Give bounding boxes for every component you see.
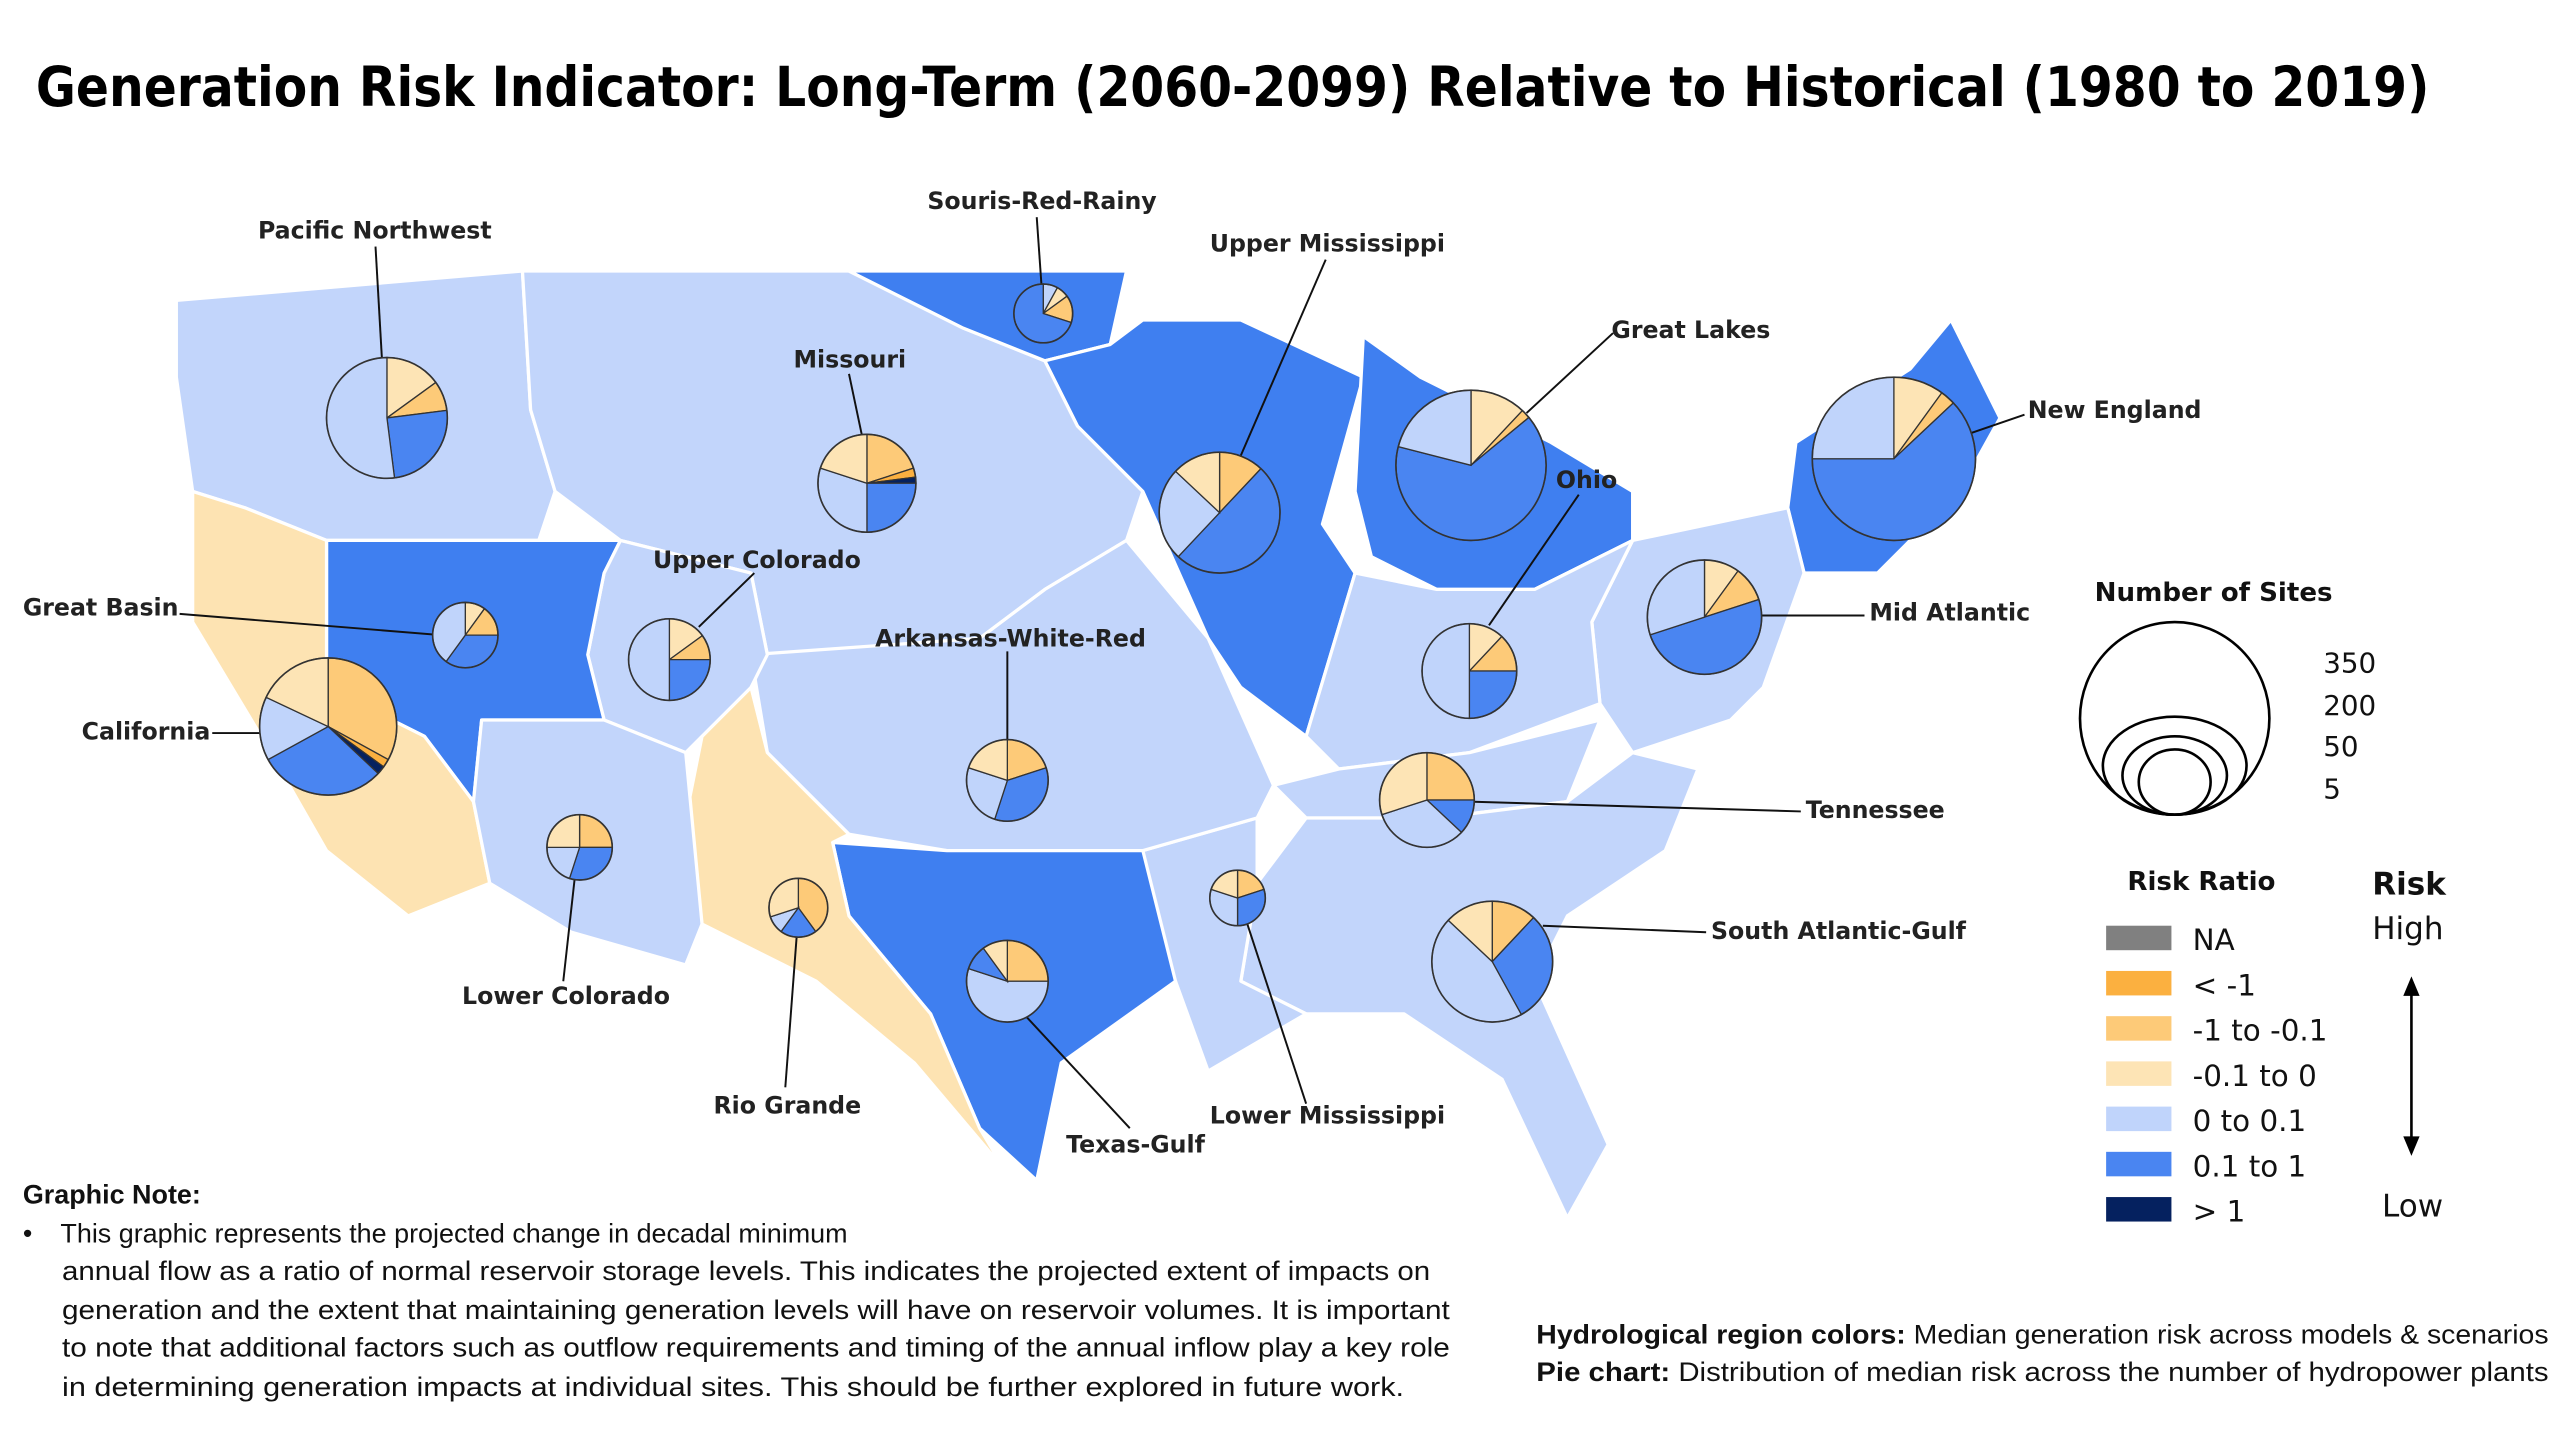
pie-outline: [1646, 559, 1763, 676]
pie-pacific-northwest: [325, 356, 449, 480]
label-lower-colorado: Lower Colorado: [462, 982, 670, 1010]
pie-texas-gulf: [965, 939, 1049, 1023]
swatch-lt_m1: [2106, 970, 2172, 996]
label-california: California: [82, 718, 211, 746]
note-line: to note that additional factors such as …: [62, 1333, 1450, 1363]
pie-slice-0_01: [1811, 376, 1895, 460]
label-upper-colorado: Upper Colorado: [653, 546, 861, 574]
pie-outline: [431, 601, 499, 669]
us-map: [174, 269, 2002, 1220]
label-mid-atlantic: Mid Atlantic: [1869, 598, 2030, 626]
note-line: in determining generation impacts at ind…: [62, 1372, 1404, 1402]
risk-legend-label: -0.1 to 0: [2193, 1059, 2317, 1093]
pie-lower-colorado: [546, 813, 614, 881]
size-value: 5: [2323, 772, 2341, 805]
pie-outline: [1208, 869, 1267, 927]
pie-outline: [627, 617, 712, 702]
pie-missouri: [817, 433, 917, 534]
risk-legend-title: Risk Ratio: [2127, 867, 2275, 897]
risk-legend-label: 0.1 to 1: [2193, 1149, 2307, 1183]
swatch-m01_0: [2106, 1061, 2172, 1086]
graphic-note: Graphic Note: • This graphic represents …: [23, 1179, 1451, 1402]
swatch-01_1: [2106, 1151, 2172, 1177]
swatch-NA: [2106, 925, 2172, 951]
pie-outline: [1378, 751, 1476, 849]
pie-souris-red-rainy: [1013, 283, 1074, 344]
label-great-basin: Great Basin: [23, 594, 179, 622]
pie-california: [258, 657, 398, 796]
pie-new-england: [1811, 376, 1977, 542]
note-bullet: •: [23, 1218, 32, 1248]
leader-lines: [179, 217, 2025, 1129]
double-arrow-icon: [2403, 976, 2420, 1156]
risk-legend-label: NA: [2193, 923, 2235, 957]
label-upper-mississippi: Upper Mississippi: [1210, 229, 1445, 257]
pie-outline: [1013, 283, 1074, 344]
risk-legend-label: 0 to 0.1: [2193, 1104, 2307, 1138]
pie-upper-mississippi: [1158, 451, 1281, 574]
label-texas-gulf: Texas-Gulf: [1066, 1131, 1206, 1159]
swatch-0_01: [2106, 1106, 2172, 1132]
region-colors-caption: Hydrological region colors: Median gener…: [1536, 1320, 2548, 1350]
label-missouri: Missouri: [793, 345, 906, 373]
label-souris-red-rainy: Souris-Red-Rainy: [927, 187, 1156, 215]
label-new-england: New England: [2028, 396, 2202, 424]
label-tennessee: Tennessee: [1806, 796, 1945, 824]
note-line: generation and the extent that maintaini…: [62, 1295, 1450, 1325]
page-title: Generation Risk Indicator: Long-Term (20…: [36, 55, 2429, 120]
size-circle-5: [2137, 748, 2212, 816]
footer-legend-text: Hydrological region colors: Median gener…: [1536, 1320, 2548, 1388]
note-line: annual flow as a ratio of normal reservo…: [62, 1256, 1430, 1286]
size-value: 350: [2323, 647, 2376, 680]
risk-legend: Risk Ratio Risk High Low NA < -1 -1 to -0.…: [2106, 867, 2447, 1229]
pie-outline: [1431, 900, 1554, 1023]
label-lower-mississippi: Lower Mississippi: [1210, 1101, 1445, 1129]
pie-ohio: [1421, 622, 1518, 720]
pie-arkansas-white-red: [965, 738, 1049, 823]
pie-outline: [325, 356, 449, 480]
pie-outline: [1421, 622, 1518, 720]
label-south-atlantic-gulf: South Atlantic-Gulf: [1711, 917, 1967, 945]
pie-outline: [1158, 451, 1281, 574]
risk-legend-label: < -1: [2193, 968, 2256, 1002]
risk-low-label: Low: [2382, 1188, 2443, 1224]
region-labels: Pacific Northwest Souris-Red-Rainy Misso…: [23, 187, 2202, 1159]
pie-rio-grande: [768, 877, 829, 938]
pie-outline: [1395, 389, 1547, 542]
size-value: 200: [2323, 689, 2376, 722]
pie-outline: [546, 813, 614, 881]
pie-great-basin: [431, 601, 499, 669]
risk-legend-label: -1 to -0.1: [2193, 1014, 2328, 1048]
pie-south-atlantic-gulf: [1431, 900, 1554, 1023]
swatch-m1_m01: [2106, 1016, 2172, 1041]
risk-legend-label: > 1: [2193, 1195, 2246, 1229]
size-value: 50: [2323, 730, 2358, 763]
swatch-gt_1: [2106, 1197, 2172, 1222]
label-pacific-northwest: Pacific Northwest: [258, 216, 492, 244]
label-great-lakes: Great Lakes: [1611, 316, 1770, 344]
pie-outline: [965, 738, 1049, 823]
risk-axis-title: Risk: [2372, 867, 2447, 903]
label-arkansas-white-red: Arkansas-White-Red: [875, 625, 1146, 653]
label-ohio: Ohio: [1556, 466, 1617, 494]
pie-outline: [965, 939, 1049, 1023]
pie-upper-colorado: [627, 617, 712, 702]
pie-chart-caption: Pie chart: Distribution of median risk a…: [1536, 1357, 2548, 1387]
pie-great-lakes: [1395, 389, 1547, 542]
size-legend: Number of Sites 350 200 50 5: [2078, 578, 2376, 816]
label-rio-grande: Rio Grande: [713, 1091, 861, 1119]
note-line: This graphic represents the projected ch…: [60, 1218, 847, 1248]
pie-outline: [768, 877, 829, 938]
pie-outline: [258, 657, 398, 796]
pie-lower-mississippi: [1208, 869, 1267, 927]
pie-mid-atlantic: [1646, 559, 1763, 676]
size-legend-title: Number of Sites: [2095, 578, 2333, 608]
pie-charts: [258, 283, 1977, 1023]
pie-outline: [817, 433, 917, 534]
note-title: Graphic Note:: [23, 1179, 201, 1209]
risk-high-label: High: [2372, 911, 2443, 947]
pie-tennessee: [1378, 751, 1476, 849]
pie-outline: [1811, 376, 1977, 542]
